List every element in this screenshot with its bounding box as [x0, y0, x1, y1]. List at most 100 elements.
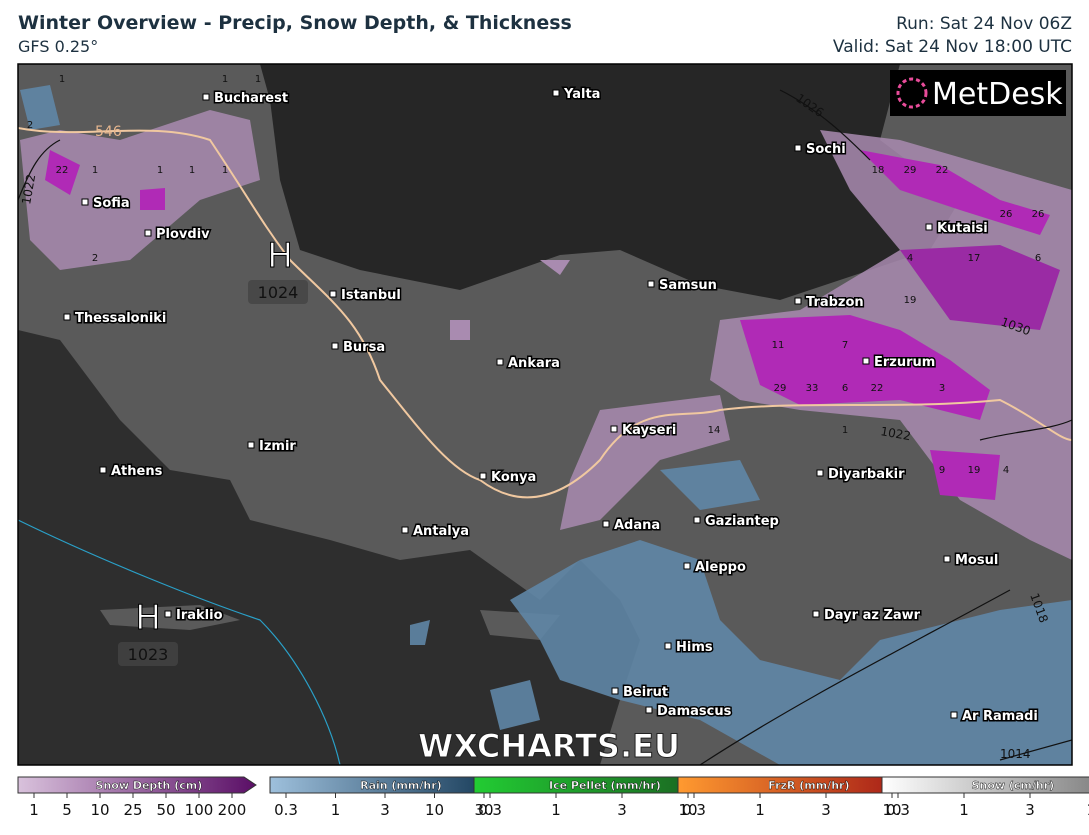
- city-label: Plovdiv: [156, 227, 210, 242]
- legend-tick-label: 0.3: [478, 801, 502, 819]
- legend-title: Snow Depth (cm): [96, 779, 203, 792]
- legend-tick-label: 1: [551, 801, 561, 819]
- snow-depth-label: 1: [842, 425, 848, 436]
- city-marker: [401, 526, 409, 534]
- snow-depth-label: 9: [939, 465, 945, 476]
- legend-tick-label: 1: [959, 801, 969, 819]
- city-marker: [794, 144, 802, 152]
- city-marker: [683, 562, 691, 570]
- snow-depth-label: 19: [968, 465, 981, 476]
- watermark: WXCHARTS.EU: [418, 727, 680, 765]
- city-marker: [862, 357, 870, 365]
- city-label: Izmir: [259, 439, 296, 454]
- city-label: Aleppo: [695, 560, 746, 575]
- city-label: Kutaisi: [937, 221, 988, 236]
- isobar-label: 1014: [1000, 747, 1031, 761]
- city-marker: [611, 687, 619, 695]
- legend-tick-label: 10: [1086, 801, 1089, 819]
- city-label: Ankara: [508, 356, 560, 371]
- thickness-label: 546: [95, 124, 122, 140]
- legend-tick-label: 10: [678, 801, 697, 819]
- snow-depth-label: 33: [806, 383, 819, 394]
- legend-tick-label: 10: [882, 801, 901, 819]
- logo: MetDesk: [932, 77, 1063, 112]
- snow-depth-label: 4: [907, 253, 913, 264]
- pressure-label: 1024: [258, 283, 299, 302]
- city-marker: [812, 610, 820, 618]
- legend-tick-label: 10: [90, 801, 109, 819]
- city-label: Kayseri: [622, 423, 676, 438]
- snow-depth-label: 1: [189, 165, 195, 176]
- city-marker: [610, 425, 618, 433]
- valid-time: Valid: Sat 24 Nov 18:00 UTC: [832, 37, 1072, 57]
- city-marker: [943, 555, 951, 563]
- snow-depth-label: 6: [1035, 253, 1041, 264]
- legend-tick-label: 0.3: [274, 801, 298, 819]
- city-label: Adana: [614, 518, 660, 533]
- snow-depth-label: 11: [772, 340, 785, 351]
- legend-tick-label: 3: [821, 801, 831, 819]
- city-marker: [552, 89, 560, 97]
- city-marker: [247, 441, 255, 449]
- legend-title: Snow (cm/hr): [972, 779, 1055, 792]
- legend-tick-label: 5: [62, 801, 72, 819]
- legend-tick-label: 0.3: [682, 801, 706, 819]
- high-symbol: H: [135, 598, 161, 638]
- city-marker: [496, 358, 504, 366]
- city-label: Hims: [676, 640, 713, 655]
- run-time: Run: Sat 24 Nov 06Z: [896, 14, 1072, 34]
- pressure-box: [248, 280, 308, 304]
- legend-tick-label: 200: [218, 801, 247, 819]
- snow-depth-label: 2: [92, 253, 98, 264]
- city-label: Dayr az Zawr: [824, 608, 921, 623]
- colorbar: [881, 776, 1089, 794]
- high-symbol: H: [267, 236, 293, 276]
- city-label: Damascus: [657, 704, 732, 719]
- legend-tick-label: 3: [617, 801, 627, 819]
- city-label: Iraklio: [176, 608, 223, 623]
- snow-depth-label: 1: [222, 74, 228, 85]
- legend-tick-label: 25: [123, 801, 142, 819]
- city-label: Erzurum: [874, 355, 935, 370]
- city-marker: [81, 198, 89, 206]
- legend-tick-label: 1: [331, 801, 341, 819]
- city-label: Ar Ramadi: [962, 709, 1038, 724]
- city-label: Trabzon: [806, 295, 864, 310]
- city-label: Sochi: [806, 142, 846, 157]
- city-marker: [164, 610, 172, 618]
- pressure-box: [118, 642, 178, 666]
- snow-depth-label: 6: [842, 383, 848, 394]
- city-marker: [647, 280, 655, 288]
- city-label: Bursa: [343, 340, 385, 355]
- city-marker: [602, 520, 610, 528]
- title: Winter Overview - Precip, Snow Depth, & …: [18, 12, 572, 34]
- legend-tick-label: 30: [474, 801, 493, 819]
- city-marker: [99, 466, 107, 474]
- legend-tick-label: 0.3: [886, 801, 910, 819]
- legend-tick-label: 3: [1025, 801, 1035, 819]
- snow-depth-label: 18: [872, 165, 885, 176]
- city-label: Athens: [111, 464, 163, 479]
- city-marker: [329, 290, 337, 298]
- snow-depth-label: 3: [939, 383, 945, 394]
- pressure-label: 1023: [128, 645, 169, 664]
- city-marker: [794, 297, 802, 305]
- legend-tick-label: 3: [380, 801, 390, 819]
- snow-depth-label: 29: [904, 165, 917, 176]
- legend-tick-label: 100: [185, 801, 214, 819]
- snow-depth-label: 2: [27, 120, 33, 131]
- city-label: Diyarbakir: [828, 467, 905, 482]
- city-label: Yalta: [563, 87, 600, 102]
- city-label: Antalya: [413, 524, 469, 539]
- snow-depth-label: 14: [708, 425, 721, 436]
- isobar-label: 1022: [879, 424, 912, 443]
- city-marker: [63, 313, 71, 321]
- snow-depth-label: 4: [1003, 465, 1009, 476]
- snow-depth-label: 22: [871, 383, 884, 394]
- city-marker: [925, 223, 933, 231]
- snow-depth-label: 22: [936, 165, 949, 176]
- snow-depth-label: 1: [157, 165, 163, 176]
- city-label: Beirut: [623, 685, 668, 700]
- city-label: Sofia: [93, 196, 130, 211]
